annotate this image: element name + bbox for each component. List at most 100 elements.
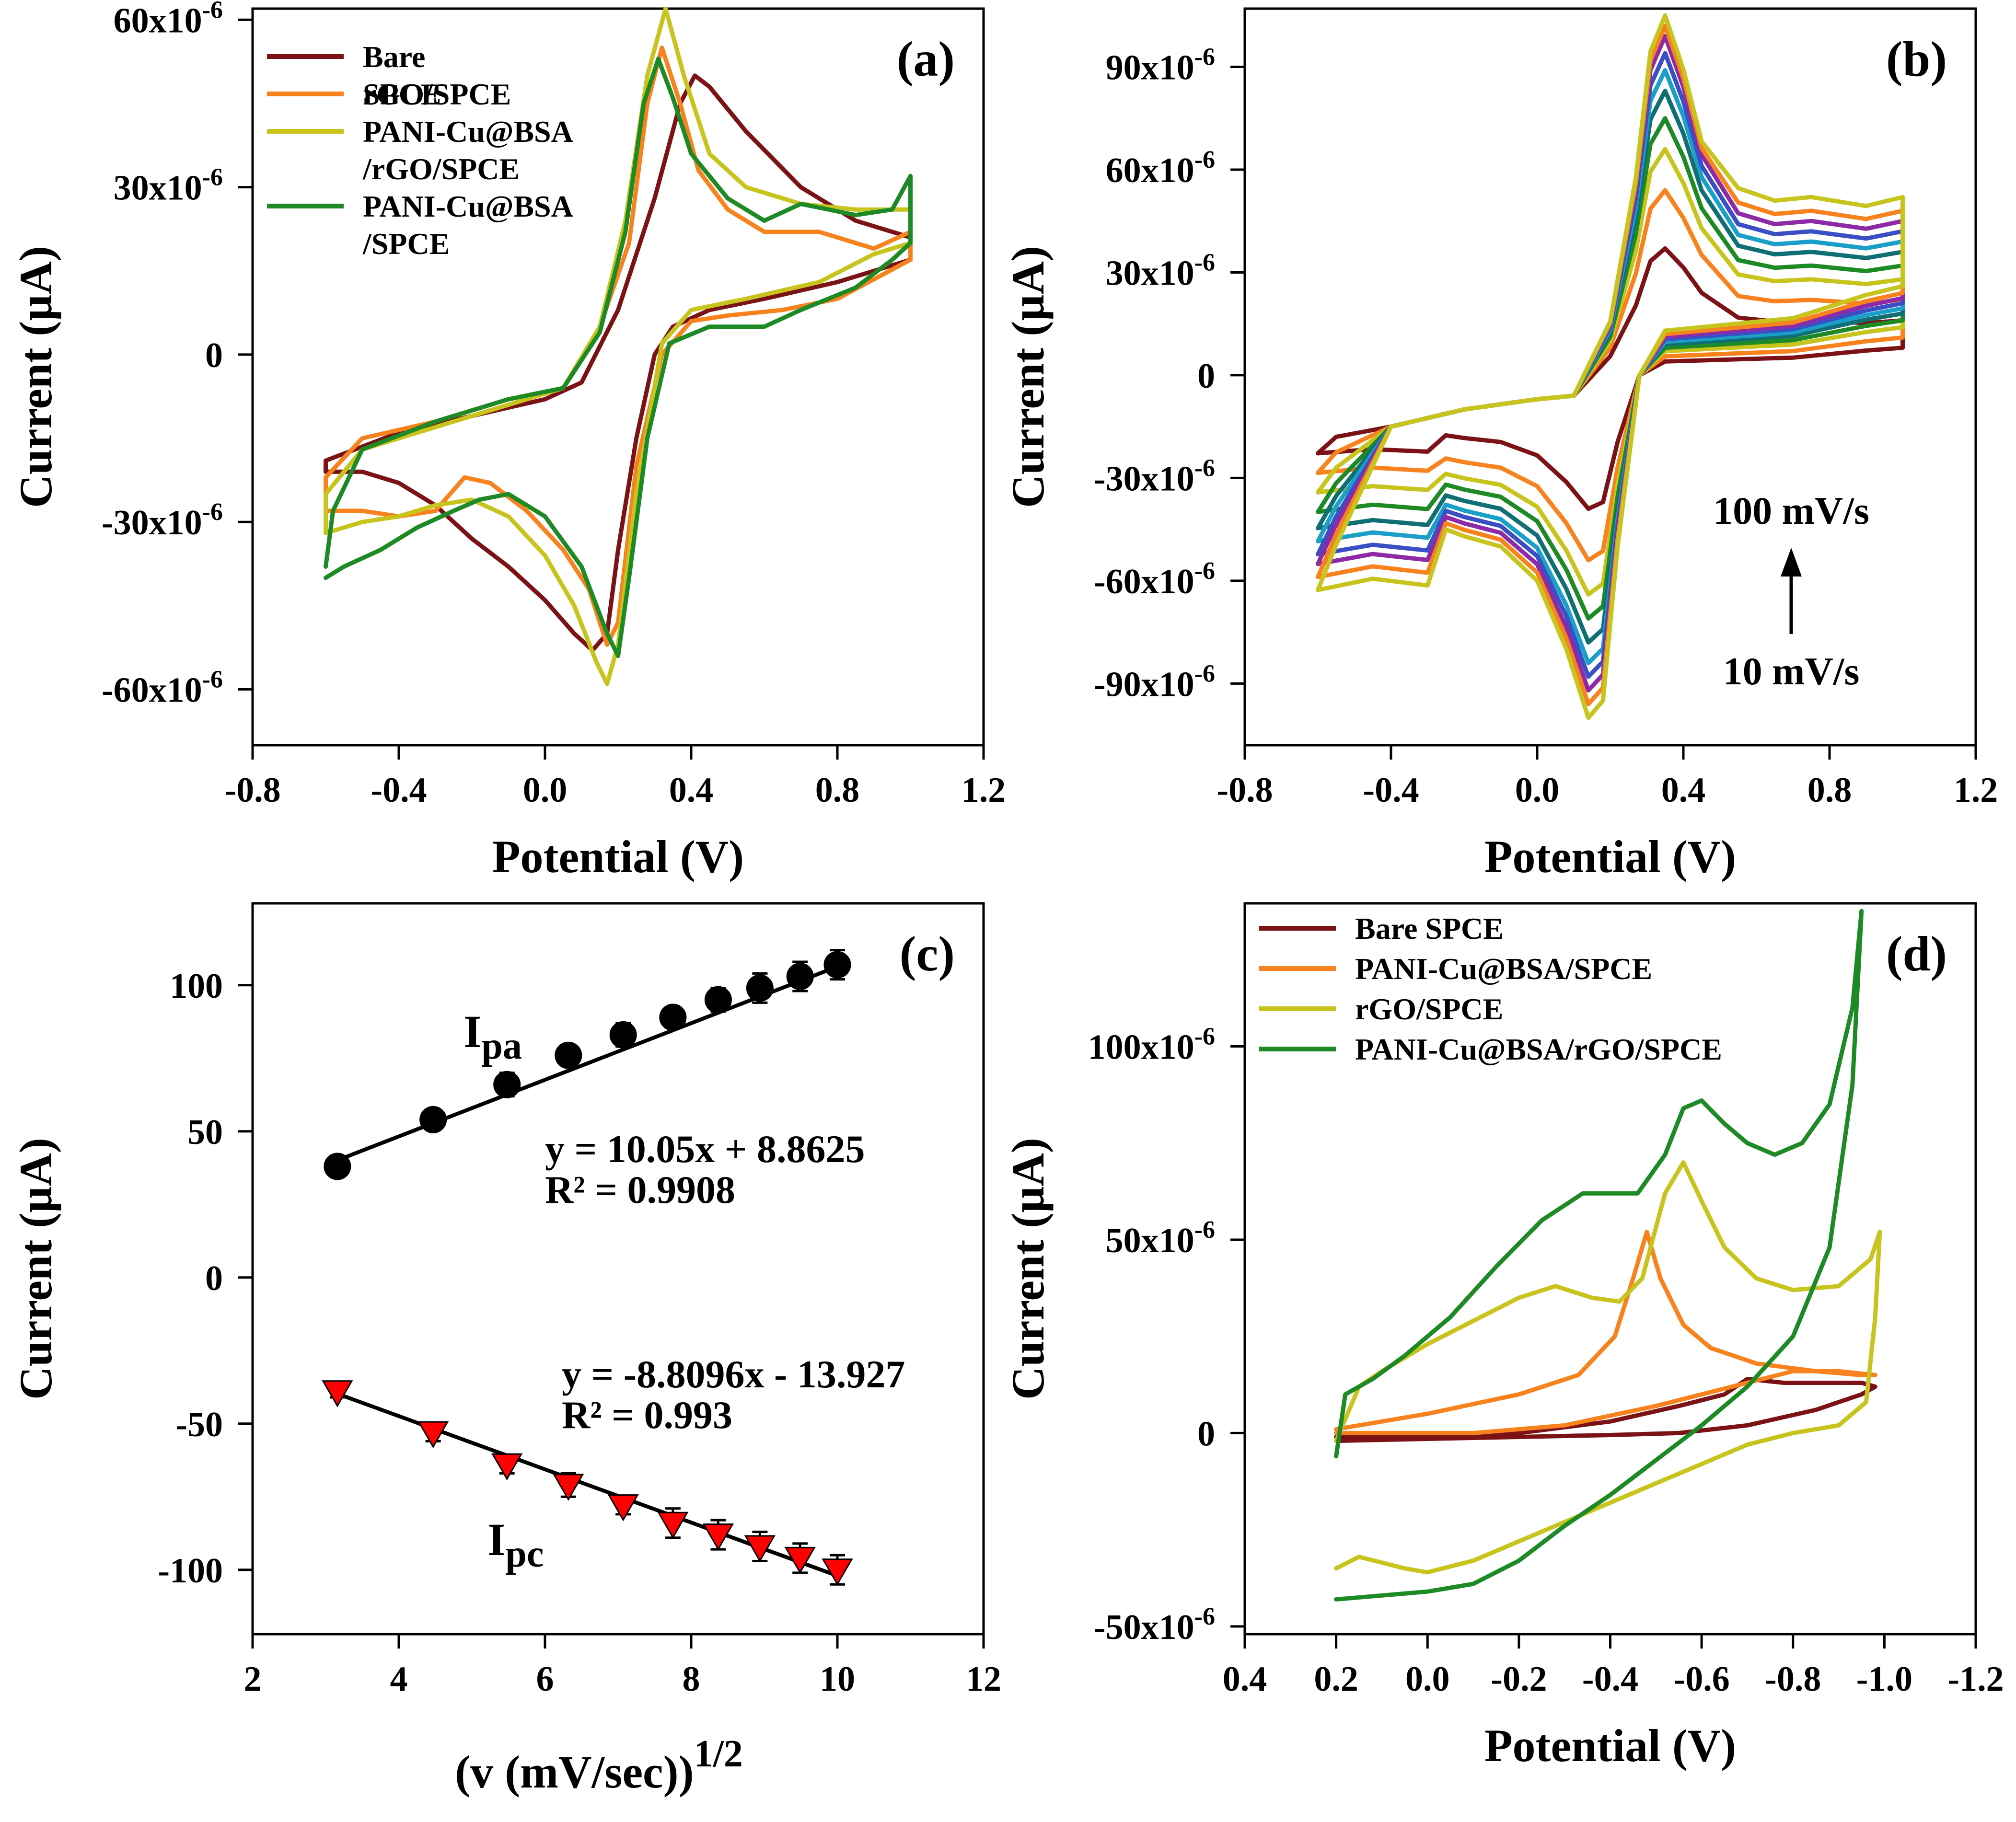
y-tick-label: -30x10-6: [102, 498, 223, 542]
x-tick-label: -0.4: [1363, 771, 1419, 810]
x-tick-label: -0.4: [1582, 1660, 1638, 1699]
cv-curve: [1334, 1160, 1882, 1575]
x-tick-label: -0.8: [1765, 1660, 1821, 1699]
y-tick-label: 0: [205, 336, 223, 375]
cv-curve: [1316, 116, 1905, 621]
y-tick-label: -60x10-6: [1094, 557, 1215, 601]
data-point: [324, 1153, 351, 1180]
ipa-equation: y = 10.05x + 8.8625: [545, 1127, 865, 1171]
y-tick-label: 90x10-6: [1106, 44, 1215, 88]
y-tick-label: 0: [1197, 1414, 1215, 1453]
x-tick-label: -1.0: [1856, 1660, 1912, 1699]
x-tick-label: 0.4: [669, 771, 714, 810]
panel-c: 2 4 6 8 10 12 -100 -50 0 50 100 (v (mV/sec))1/2 Curr…: [10, 902, 1001, 1798]
ipa-label: Ipa: [463, 1006, 522, 1067]
x-axis-title: Potential (V): [492, 831, 744, 882]
y-tick-label: -90x10-6: [1094, 660, 1215, 704]
arrow-head-icon: [1781, 548, 1802, 577]
data-point: [823, 951, 851, 979]
x-tick-label: 6: [536, 1660, 554, 1699]
data-point: [609, 1021, 637, 1049]
data-point: [746, 974, 774, 1002]
y-tick-label: -60x10-6: [102, 666, 223, 710]
panel-a: -0.8 -0.4 0.0 0.4 0.8 1.2 -60x10-6 -30x10-6 0 30x…: [10, 0, 1006, 882]
data-point: [786, 963, 814, 990]
y-axis-title: Current (µA): [10, 246, 61, 508]
y-tick-label: 100x10-6: [1088, 1023, 1215, 1067]
data-point: [702, 1523, 734, 1551]
x-tick-label: 12: [966, 1660, 1001, 1699]
data-point: [659, 1003, 687, 1031]
legend-label: Bare: [363, 40, 425, 74]
legend-label: Bare SPCE: [1355, 911, 1504, 946]
data-point: [555, 1041, 582, 1069]
cv-curve: [1334, 1230, 1877, 1435]
data-point: [822, 1558, 853, 1586]
data-point: [657, 1511, 689, 1539]
y-tick-label: -30x10-6: [1094, 454, 1215, 498]
data-point: [419, 1106, 447, 1133]
cv-curve: [1316, 246, 1905, 511]
x-axis-title: Potential (V): [1484, 831, 1736, 882]
legend-label: SPCE: [363, 77, 441, 111]
y-tick-label: 50: [187, 1113, 223, 1152]
plot-frame: [251, 902, 985, 1636]
panel-label: (a): [897, 32, 955, 87]
y-tick-label: -100: [158, 1551, 223, 1591]
legend-label: PANI-Cu@BSA/SPCE: [1355, 952, 1652, 986]
legend-label: PANI-Cu@BSA/rGO/SPCE: [1355, 1032, 1722, 1066]
x-tick-label: 0.4: [1223, 1660, 1267, 1699]
y-tick-label: 60x10-6: [114, 0, 223, 40]
cv-curve: [1334, 909, 1864, 1602]
x-tick-label: 10: [820, 1660, 855, 1699]
x-tick-label: -0.6: [1674, 1660, 1730, 1699]
x-tick-label: 0.4: [1661, 771, 1706, 810]
x-tick-label: 0.8: [815, 771, 860, 810]
data-point: [784, 1546, 816, 1574]
x-tick-label: 0.0: [1405, 1660, 1450, 1699]
data-point: [553, 1474, 584, 1501]
y-axis-title: Current (µA): [1002, 246, 1054, 508]
y-tick-label: -50: [175, 1405, 223, 1444]
legend-label: rGO/SPCE: [363, 77, 511, 111]
x-tick-label: -0.8: [224, 771, 280, 810]
ipa-r2: R² = 0.9908: [545, 1168, 735, 1211]
data-point: [493, 1071, 521, 1098]
data-point: [704, 986, 732, 1014]
y-tick-label: 30x10-6: [114, 164, 223, 208]
cv-curve: [324, 73, 913, 653]
data-point: [417, 1421, 449, 1449]
legend-label: /SPCE: [362, 227, 450, 261]
plot-frame: [1243, 7, 1977, 747]
x-tick-label: 0.0: [523, 771, 568, 810]
legend-label: /rGO/SPCE: [362, 152, 520, 186]
ipc-r2: R² = 0.993: [562, 1393, 732, 1437]
y-tick-label: 0: [1197, 357, 1215, 396]
y-tick-label: 50x10-6: [1106, 1216, 1215, 1260]
legend-label: rGO/SPCE: [1355, 992, 1503, 1026]
plot-frame: [1243, 902, 1977, 1636]
panel-label: (d): [1886, 926, 1947, 981]
ipc-label: Ipc: [487, 1514, 544, 1575]
panel-label: (c): [900, 926, 955, 981]
data-point: [744, 1535, 776, 1563]
x-tick-label: -0.4: [371, 771, 427, 810]
x-tick-label: 0.0: [1515, 771, 1560, 810]
y-tick-label: 60x10-6: [1106, 146, 1215, 190]
scan-rate-bottom-label: 10 mV/s: [1723, 649, 1860, 693]
x-axis-title: Potential (V): [1484, 1720, 1736, 1771]
x-tick-label: 0.2: [1314, 1660, 1358, 1699]
cv-curve: [1316, 188, 1905, 563]
y-tick-label: 30x10-6: [1106, 249, 1215, 293]
y-tick-label: 100: [170, 967, 223, 1006]
legend: Bare SPCE PANI-Cu@BSA/SPCE rGO/SPCE PANI-Cu…: [1259, 911, 1722, 1066]
x-axis-title: (v (mV/sec))1/2: [455, 1733, 743, 1798]
data-point: [607, 1494, 639, 1522]
x-tick-label: 4: [390, 1660, 408, 1699]
cv-curve: [1316, 13, 1905, 720]
x-tick-label: 8: [683, 1660, 700, 1699]
y-axis-title: Current (µA): [1002, 1138, 1054, 1400]
y-axis-title: Current (µA): [10, 1138, 61, 1400]
